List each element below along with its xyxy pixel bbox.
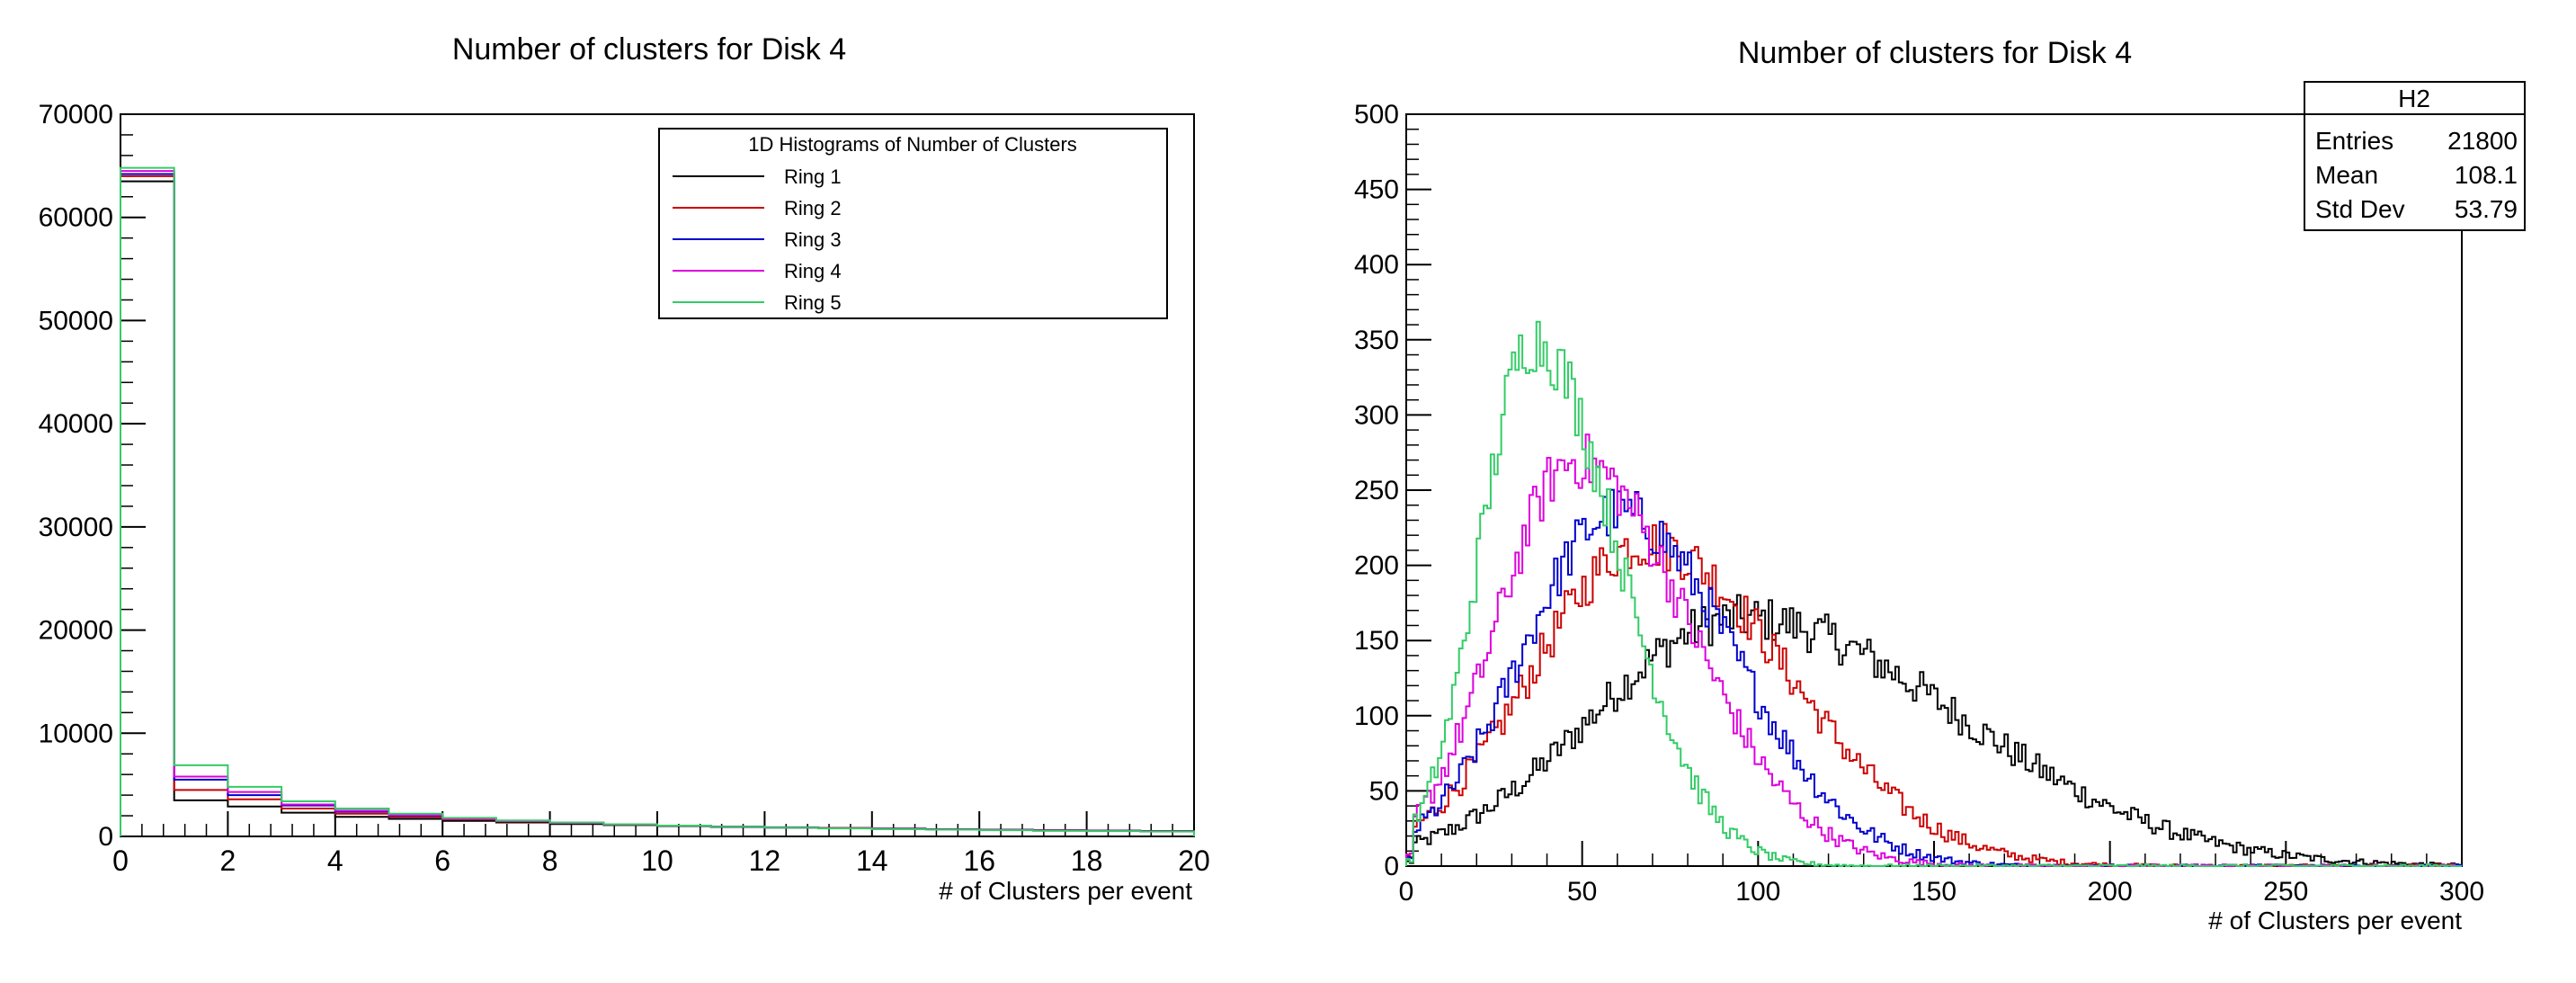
x-tick-label: 2	[220, 844, 236, 877]
y-tick-label: 50000	[39, 306, 113, 335]
y-tick-label: 40000	[39, 409, 113, 439]
legend-label: Ring 2	[784, 197, 842, 219]
y-tick-label: 350	[1354, 326, 1399, 355]
x-tick-label: 10	[641, 844, 673, 877]
series-ring-3	[1405, 488, 2463, 867]
series-group	[120, 166, 1195, 836]
x-tick-label: 20	[1178, 844, 1210, 877]
y-tick-label: 300	[1354, 400, 1399, 430]
x-tick-label: 250	[2263, 877, 2308, 907]
y-tick-label: 150	[1354, 626, 1399, 656]
y-tick-label: 200	[1354, 551, 1399, 581]
y-tick-label: 250	[1354, 476, 1399, 505]
y-tick-label: 100	[1354, 702, 1399, 731]
x-tick-label: 4	[327, 844, 343, 877]
y-tick-label: 0	[98, 822, 113, 852]
series-ring-5	[120, 166, 1195, 836]
legend-label: Ring 4	[784, 260, 842, 282]
x-tick-label: 300	[2439, 877, 2484, 907]
legend-label: Ring 1	[784, 165, 842, 188]
stats-box-name: H2	[2398, 85, 2430, 112]
y-tick-label: 50	[1369, 776, 1399, 806]
chart-title: Number of clusters for Disk 4	[1738, 36, 2132, 70]
stats-label: Entries	[2315, 127, 2393, 155]
legend-items: Ring 1 Ring 2 Ring 3 Ring 4 Ring 5	[673, 165, 842, 314]
legend-label: Ring 5	[784, 291, 842, 314]
x-axis: 0 50 100 150 200 250 300	[1399, 841, 2484, 907]
stats-row: Std Dev 53.79	[2315, 195, 2518, 223]
stats-box-frame	[2304, 81, 2526, 231]
y-tick-label: 450	[1354, 175, 1399, 205]
series-ring-4	[1405, 433, 2462, 867]
x-axis: 0 2 4 6 8 10 12 14 16 18 20	[112, 811, 1210, 877]
stats-label: Mean	[2315, 161, 2378, 189]
legend: 1D Histograms of Number of Clusters Ring…	[658, 128, 1168, 319]
x-axis-label: # of Clusters per event	[939, 877, 1192, 905]
series-ring-5	[1405, 320, 2462, 867]
x-tick-label: 100	[1735, 877, 1780, 907]
y-tick-label: 400	[1354, 250, 1399, 280]
stats-value: 108.1	[2455, 161, 2518, 189]
y-tick-label: 70000	[39, 100, 113, 130]
x-axis-label: # of Clusters per event	[2208, 907, 2462, 934]
y-axis: 0 10000 20000 30000 40000 50000 60000 70000	[39, 100, 146, 852]
x-tick-label: 18	[1071, 844, 1103, 877]
y-axis: 0 50 100 150 200 250 300 350 400 450 500	[1354, 100, 1431, 881]
stats-value: 53.79	[2455, 195, 2518, 223]
legend-label: Ring 3	[784, 228, 842, 251]
x-tick-label: 50	[1567, 877, 1597, 907]
y-tick-label: 10000	[39, 719, 113, 748]
chart-left: Number of clusters for Disk 4 0100002000…	[39, 32, 1210, 905]
x-tick-label: 16	[963, 844, 995, 877]
y-tick-label: 0	[1384, 852, 1399, 881]
stats-value: 21800	[2447, 127, 2518, 155]
series-group	[1405, 320, 2463, 867]
legend-title: 1D Histograms of Number of Clusters	[748, 133, 1077, 156]
x-tick-label: 200	[2088, 877, 2133, 907]
chart-right: Number of clusters for Disk 4 0 50 100 150 2…	[1354, 36, 2526, 934]
legend-box	[658, 128, 1168, 319]
x-tick-label: 0	[112, 844, 129, 877]
y-tick-label: 30000	[39, 513, 113, 542]
x-tick-label: 8	[542, 844, 558, 877]
stats-row: Mean 108.1	[2315, 161, 2518, 189]
series-ring-2	[1405, 523, 2463, 867]
stats-row: Entries 21800	[2315, 127, 2518, 155]
y-tick-label: 500	[1354, 100, 1399, 130]
y-tick-label: 20000	[39, 616, 113, 646]
series-ring-1	[1405, 594, 2463, 867]
plot-frame	[1405, 113, 2463, 867]
stats-box: H2 Entries 21800 Mean 108.1 Std Dev 53.7…	[2304, 81, 2526, 231]
x-tick-label: 6	[434, 844, 450, 877]
y-tick-label: 60000	[39, 203, 113, 233]
x-tick-label: 150	[1912, 877, 1957, 907]
stats-label: Std Dev	[2315, 195, 2405, 223]
chart-title: Number of clusters for Disk 4	[452, 32, 846, 67]
x-tick-label: 0	[1399, 877, 1414, 907]
x-tick-label: 12	[749, 844, 781, 877]
x-tick-label: 14	[856, 844, 888, 877]
